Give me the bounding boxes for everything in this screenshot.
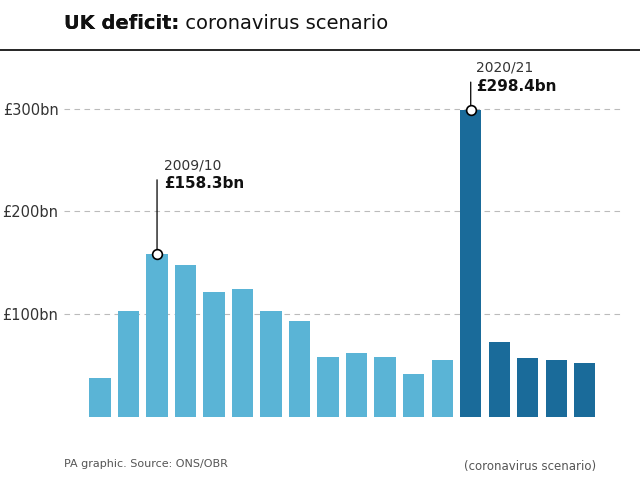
Bar (118, 311, 140, 417)
Text: UK deficit:: UK deficit: (64, 14, 179, 34)
Text: £298.4bn: £298.4bn (476, 79, 557, 94)
Bar (317, 357, 339, 417)
Text: coronavirus scenario: coronavirus scenario (179, 14, 388, 34)
Bar (232, 289, 253, 417)
Text: PA graphic. Source: ONS/OBR: PA graphic. Source: ONS/OBR (64, 459, 228, 469)
Bar (147, 254, 168, 417)
Bar (460, 110, 481, 417)
Bar (175, 265, 196, 417)
Text: 2009/10: 2009/10 (164, 159, 221, 173)
Bar (517, 358, 538, 417)
Bar (346, 353, 367, 417)
Bar (545, 360, 567, 417)
Bar (574, 363, 595, 417)
Bar (374, 357, 396, 417)
Bar (289, 321, 310, 417)
Bar (204, 292, 225, 417)
Text: 2020/21: 2020/21 (476, 60, 534, 74)
Bar (488, 342, 510, 417)
Bar (90, 377, 111, 417)
Text: (coronavirus scenario): (coronavirus scenario) (463, 460, 596, 473)
Text: UK deficit:: UK deficit: (64, 14, 179, 34)
Bar (403, 374, 424, 417)
Bar (431, 360, 453, 417)
Bar (260, 311, 282, 417)
Text: £158.3bn: £158.3bn (164, 176, 244, 192)
